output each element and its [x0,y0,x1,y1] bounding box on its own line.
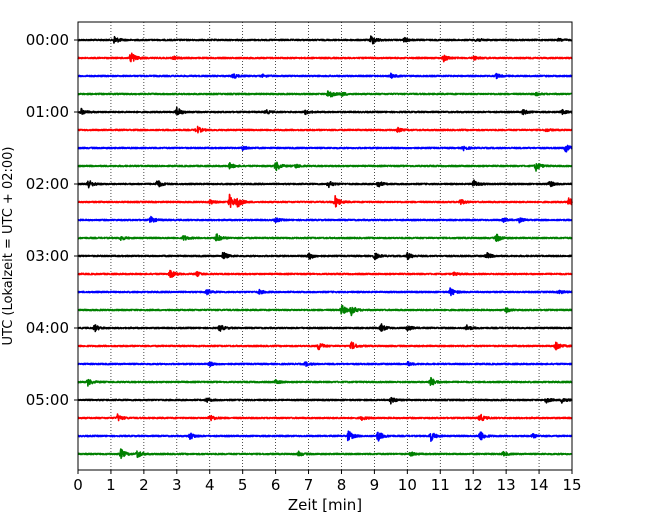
x-tick-label: 14 [530,476,549,494]
x-tick-label: 15 [562,476,581,494]
traces [77,35,573,460]
seismogram-trace [77,304,573,317]
x-tick-label: 11 [431,476,450,494]
x-tick-label: 3 [172,476,182,494]
x-tick-label: 2 [139,476,149,494]
seismogram-trace [77,323,573,333]
y-tick-label: 02:00 [26,175,69,193]
grid-lines [110,22,540,470]
x-tick-label: 10 [398,476,417,494]
seismogram-trace [77,360,573,368]
seismogram-trace [77,233,573,243]
seismogram-trace [77,251,573,261]
x-tick-label: 6 [271,476,281,494]
x-tick-label: 0 [73,476,83,494]
x-tick-label: 9 [370,476,380,494]
plot-frame [77,21,573,471]
x-axis-label: Zeit [min] [288,496,362,514]
seismogram-trace [77,52,573,63]
seismogram-trace [77,287,573,297]
seismogram-trace [77,396,573,405]
x-tick-label: 12 [464,476,483,494]
x-tick-label: 4 [205,476,215,494]
y-tick-label: 03:00 [26,247,69,265]
seismogram-trace [77,215,573,224]
seismogram-trace [77,144,573,153]
seismogram-trace [77,161,573,172]
axis-ticks: 0 1 2 3 4 5 6 7 8 9 10 11 12 13 14 1500:0001:0002:0003:… [26,31,582,494]
x-tick-label: 13 [497,476,516,494]
seismogram-trace [77,448,573,460]
seismogram-trace [77,179,573,189]
y-tick-label: 04:00 [26,319,69,337]
x-tick-label: 8 [337,476,347,494]
seismogram-trace [77,193,573,209]
x-tick-label: 1 [106,476,116,494]
seismogram-trace [77,430,573,443]
x-tick-label: 7 [304,476,314,494]
y-tick-label: 05:00 [26,391,69,409]
x-tick-label: 5 [238,476,248,494]
y-axis-label: UTC (Lokalzeit = UTC + 02:00) [1,147,16,346]
seismogram-trace [77,376,573,387]
seismogram-trace [77,90,573,98]
seismogram-trace [77,35,573,45]
seismogram-trace [77,106,573,116]
seismogram-trace [77,72,573,80]
seismogram-trace [77,125,573,134]
y-tick-label: 01:00 [26,103,69,121]
seismogram-trace [77,269,573,279]
seismogram-trace [77,413,573,422]
y-tick-label: 00:00 [26,31,69,49]
seismogram-trace [77,341,573,351]
